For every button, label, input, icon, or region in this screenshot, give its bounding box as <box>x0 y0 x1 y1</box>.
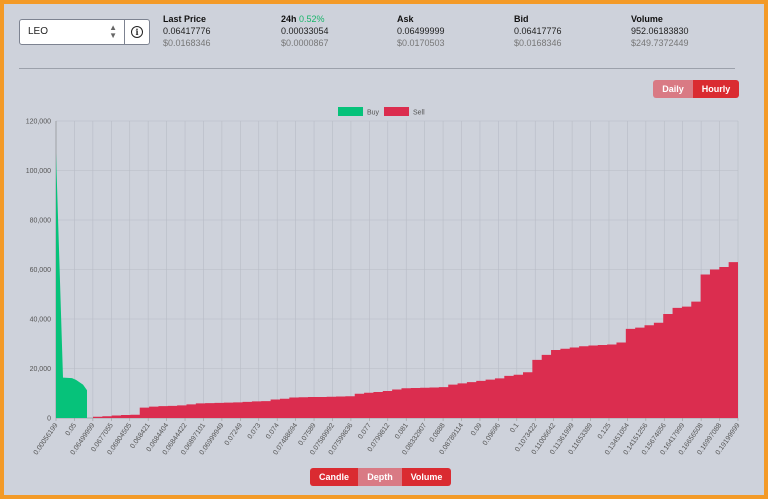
chart-legend: Buy Sell <box>338 107 425 117</box>
y-axis: 0 20,000 40,000 60,000 80,000 100,000 120,000 <box>26 119 51 423</box>
info-button[interactable]: i <box>125 19 150 45</box>
x-tick-label: 0.073 <box>247 422 263 440</box>
x-tick-label: 0.074 <box>265 422 281 440</box>
x-tick-label: 0.077 <box>357 422 373 440</box>
pair-select-value: LEO <box>28 26 49 37</box>
y-tick-label: 60,000 <box>30 267 52 274</box>
stat-usd: $249.7372449 <box>631 38 689 48</box>
legend-label-sell: Sell <box>413 110 425 117</box>
x-tick-label: 0.07249 <box>224 422 244 447</box>
stat-ask: Ask 0.06499999 $0.0170503 <box>397 13 445 49</box>
stat-bid: Bid 0.06417776 $0.0168346 <box>514 13 562 49</box>
header-divider <box>19 68 735 69</box>
stat-label: Volume <box>631 14 663 24</box>
x-axis: 0.00056199 0.050.064999990.06770550.06804… <box>33 418 742 456</box>
y-tick-label: 0 <box>47 416 51 423</box>
y-tick-label: 100,000 <box>26 168 51 175</box>
x-tick-label: 0.00056199 <box>33 422 60 456</box>
stat-24h: 24h 0.52% 0.00033054 $0.0000867 <box>281 13 329 49</box>
x-tick-label: 0.0888 <box>429 422 447 444</box>
y-tick-label: 40,000 <box>30 317 52 324</box>
x-tick-label: 0.05 <box>65 422 79 437</box>
x-tick-label: 0.09 <box>470 422 484 437</box>
stat-value: 0.00033054 <box>281 26 329 36</box>
stat-usd: $0.0000867 <box>281 38 329 48</box>
stat-change: 0.52% <box>299 14 325 24</box>
legend-swatch-buy <box>338 107 363 116</box>
chart-grid <box>55 120 739 419</box>
pair-select[interactable]: LEO ▲ ▼ <box>19 19 125 45</box>
x-tick-label: 0.081 <box>394 422 410 440</box>
y-tick-label: 120,000 <box>26 119 51 126</box>
info-icon: i <box>131 26 143 38</box>
hourly-button[interactable]: Hourly <box>693 80 739 98</box>
stat-value: 952.06183830 <box>631 26 689 36</box>
x-tick-label: 0.09696 <box>482 422 502 447</box>
stat-label: Ask <box>397 14 414 24</box>
daily-button[interactable]: Daily <box>653 80 693 98</box>
stat-value: 0.06417776 <box>514 26 562 36</box>
candle-button[interactable]: Candle <box>310 468 358 486</box>
depth-button[interactable]: Depth <box>358 468 402 486</box>
stat-usd: $0.0168346 <box>514 38 562 48</box>
legend-label-buy: Buy <box>367 110 380 117</box>
y-tick-label: 80,000 <box>30 218 52 225</box>
y-tick-label: 20,000 <box>30 366 52 373</box>
volume-button[interactable]: Volume <box>402 468 451 486</box>
stat-label: Bid <box>514 14 529 24</box>
chart-areas <box>56 153 738 419</box>
stat-usd: $0.0170503 <box>397 38 445 48</box>
x-tick-label: 0.1 <box>509 422 520 434</box>
sell-area <box>93 262 738 418</box>
x-tick-label: 0.125 <box>597 422 613 440</box>
stat-value: 0.06417776 <box>163 26 211 36</box>
stat-volume: Volume 952.06183830 $249.7372449 <box>631 13 689 49</box>
legend-swatch-sell <box>384 107 409 116</box>
stat-usd: $0.0168346 <box>163 38 211 48</box>
buy-area <box>56 153 87 419</box>
chevron-updown-icon: ▲ ▼ <box>109 23 117 40</box>
stat-label: Last Price <box>163 14 207 24</box>
stat-last-price: Last Price 0.06417776 $0.0168346 <box>163 13 211 49</box>
stat-value: 0.06499999 <box>397 26 445 36</box>
stat-label: 24h <box>281 14 297 24</box>
